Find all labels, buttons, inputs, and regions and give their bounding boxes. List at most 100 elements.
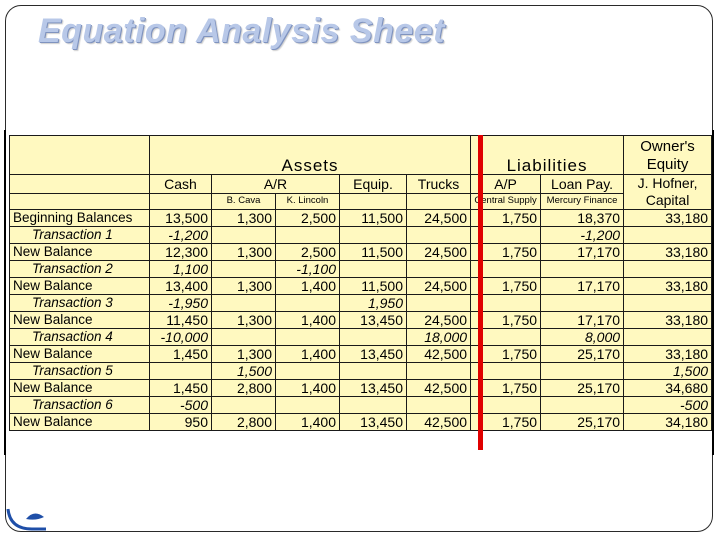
- corner-swoosh-icon: [6, 508, 46, 531]
- cell-loan: 25,170: [540, 345, 625, 363]
- cell-capital: 34,680: [623, 379, 713, 397]
- cell-ar2: [275, 294, 340, 312]
- cell-capital: [623, 294, 713, 312]
- cell-ar2: 2,500: [275, 209, 340, 227]
- cell-capital: 33,180: [623, 243, 713, 261]
- assets-header: Assets: [148, 135, 472, 175]
- header-row-2: Cash A/R Equip. Trucks A/P Loan Pay. J. …: [9, 174, 713, 210]
- blank-label-cell-2: [9, 192, 150, 211]
- cell-equip: 11,500: [339, 243, 407, 261]
- sheet-left-border: [4, 130, 6, 455]
- cell-ar2: 2,500: [275, 243, 340, 261]
- blank-cash-sub: [149, 192, 212, 211]
- cell-equip: 11,500: [339, 209, 407, 227]
- table-row: Transaction 6 -500 -500: [9, 396, 713, 414]
- corner-cell: [9, 135, 150, 175]
- cell-ar1: 1,300: [211, 311, 276, 329]
- table-row: New Balance 12,300 1,300 2,500 11,500 24,500 1…: [9, 243, 713, 261]
- cell-ap: 1,750: [470, 277, 542, 295]
- header-row-3: B. Cava K. Lincoln Central Supply Mercur…: [9, 192, 712, 211]
- row-label: New Balance: [9, 379, 150, 397]
- trucks-header: Trucks: [405, 174, 472, 194]
- cash-header: Cash: [149, 174, 212, 194]
- cell-cash: 1,450: [149, 379, 212, 397]
- cell-ar1: [211, 260, 276, 278]
- cell-cash: 1,100: [149, 260, 212, 278]
- cell-capital: [623, 226, 713, 244]
- cell-trucks: [405, 260, 472, 278]
- cell-equip: [339, 260, 407, 278]
- table-row: Transaction 5 1,500 1,500: [9, 362, 713, 380]
- equity-header-line1: Owner's: [640, 138, 695, 155]
- cell-loan: -1,200: [540, 226, 625, 244]
- cell-ar1: 1,300: [211, 277, 276, 295]
- row-label: New Balance: [9, 345, 150, 363]
- capital-header: J. Hofner, Capital: [623, 174, 713, 210]
- cell-ar1: [211, 226, 276, 244]
- cell-loan: [540, 294, 625, 312]
- ar-header: A/R: [211, 174, 340, 194]
- row-label: Beginning Balances: [9, 209, 150, 227]
- ar-sub-lincoln: K. Lincoln: [275, 192, 340, 211]
- cell-trucks: 18,000: [405, 328, 472, 346]
- cell-capital: 1,500: [623, 362, 713, 380]
- capital-header-line2: Capital: [645, 192, 690, 208]
- cell-ar1: [211, 396, 276, 414]
- table-row: New Balance 1,450 2,800 1,400 13,450 42,500 1,…: [9, 379, 713, 397]
- cell-ap: 1,750: [470, 413, 542, 431]
- cell-cash: 11,450: [149, 311, 212, 329]
- row-label: New Balance: [9, 243, 150, 261]
- cell-loan: [540, 260, 625, 278]
- cell-ar1: 2,800: [211, 379, 276, 397]
- cell-loan: 25,170: [540, 379, 625, 397]
- row-label: New Balance: [9, 277, 150, 295]
- capital-header-line1: J. Hofner,: [637, 175, 698, 192]
- cell-ar2: [275, 362, 340, 380]
- row-label: New Balance: [9, 413, 150, 431]
- cell-equip: [339, 362, 407, 380]
- blank-label-cell: [9, 174, 150, 194]
- cell-ar2: 1,400: [275, 345, 340, 363]
- liabilities-header: Liabilities: [470, 135, 625, 175]
- sheet-right-border: [712, 130, 714, 455]
- ar-sub-cava: B. Cava: [211, 192, 276, 211]
- cell-cash: -10,000: [149, 328, 212, 346]
- cell-capital: 33,180: [623, 345, 713, 363]
- cell-equip: 13,450: [339, 413, 407, 431]
- cell-trucks: 24,500: [405, 311, 472, 329]
- equip-header: Equip.: [339, 174, 407, 194]
- cell-trucks: [405, 362, 472, 380]
- cell-equip: [339, 226, 407, 244]
- cell-equip: 1,950: [339, 294, 407, 312]
- cell-ar2: [275, 328, 340, 346]
- cell-ar1: 1,300: [211, 209, 276, 227]
- cell-trucks: 42,500: [405, 379, 472, 397]
- table-row: New Balance 13,400 1,300 1,400 11,500 24,500 1…: [9, 277, 713, 295]
- row-label: Transaction 2: [9, 260, 150, 278]
- row-label: Transaction 1: [9, 226, 150, 244]
- cell-capital: 33,180: [623, 311, 713, 329]
- table-row: New Balance 11,450 1,300 1,400 13,450 24,500 1…: [9, 311, 713, 329]
- equation-sheet: Assets Liabilities Owner's Equity Cash A…: [9, 135, 713, 450]
- cell-cash: -1,950: [149, 294, 212, 312]
- cell-trucks: [405, 396, 472, 414]
- table-row: Transaction 1 -1,200 -1,200: [9, 226, 713, 244]
- slide-title: Equation Analysis Sheet: [38, 12, 445, 50]
- cell-ar2: [275, 396, 340, 414]
- cell-trucks: 42,500: [405, 413, 472, 431]
- cell-ar1: 2,800: [211, 413, 276, 431]
- cell-ar2: -1,100: [275, 260, 340, 278]
- cell-cash: -500: [149, 396, 212, 414]
- cell-cash: 12,300: [149, 243, 212, 261]
- cell-ar1: 1,300: [211, 243, 276, 261]
- row-label: Transaction 4: [9, 328, 150, 346]
- liabilities-divider-line: [478, 135, 483, 450]
- cell-loan: [540, 396, 625, 414]
- cell-capital: 33,180: [623, 277, 713, 295]
- row-label: Transaction 5: [9, 362, 150, 380]
- cell-equip: [339, 396, 407, 414]
- cell-trucks: [405, 294, 472, 312]
- cell-loan: 17,170: [540, 277, 625, 295]
- table-row: Transaction 4 -10,000 18,000 8,000: [9, 328, 713, 346]
- header-row-1: Assets Liabilities Owner's Equity: [9, 135, 713, 175]
